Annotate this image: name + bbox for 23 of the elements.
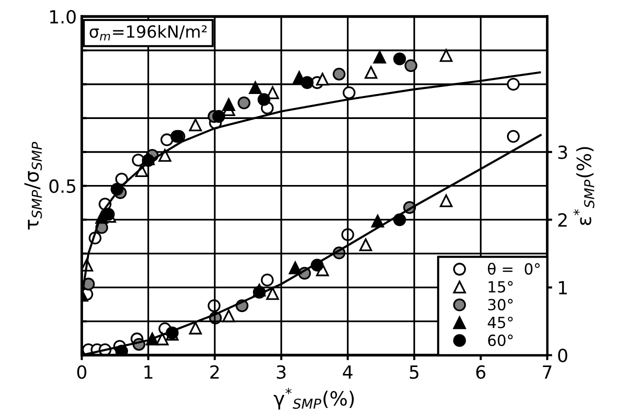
y-tick-label: 1.0 <box>50 10 76 24</box>
x-tick-label: 7 <box>542 365 552 379</box>
x-tick-label: 1 <box>144 365 152 379</box>
y2-tick-label: 1 <box>558 281 567 294</box>
y2-tick-label: 0 <box>558 348 568 362</box>
y-tick-label: 0.5 <box>49 179 76 193</box>
y2-tick-label: 3 <box>558 145 567 160</box>
x-tick-label: 4 <box>342 365 352 379</box>
legend-label: 15° <box>488 281 513 293</box>
legend-label: 45° <box>488 316 513 328</box>
x-tick-label: 2 <box>210 365 219 379</box>
y-axis-title: τ$_{SMP}$/σ$_{SMP}$ <box>24 142 42 230</box>
x-tick-label: 6 <box>476 365 486 379</box>
x-tick-label: 3 <box>276 365 286 379</box>
x-tick-label: 5 <box>410 365 418 379</box>
legend-label: 60° <box>488 334 513 346</box>
y2-axis-title: ε$^{*}$$_{SMP}$(%) <box>573 147 594 226</box>
x-tick-label: 0 <box>77 365 86 379</box>
x-axis-title: γ$^{*}$$_{SMP}$(%) <box>274 388 354 410</box>
y2-tick-label: 2 <box>558 213 567 227</box>
legend-label: θ = 0° <box>488 262 540 275</box>
annotation: σ$_{m}$=196kN/m² <box>90 24 207 40</box>
legend-label: 30° <box>488 298 513 310</box>
